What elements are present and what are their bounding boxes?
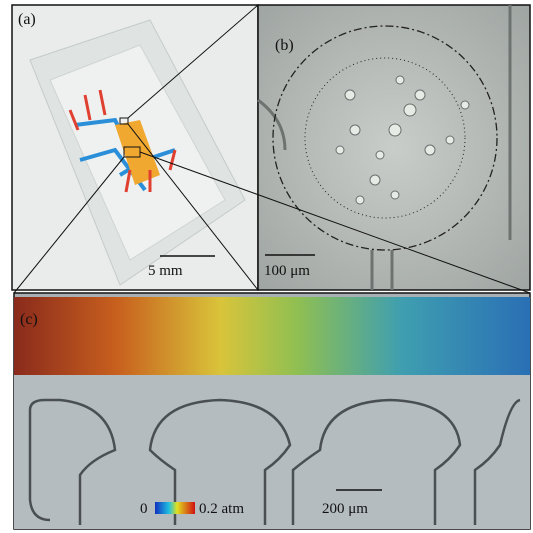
panel-label: (b) xyxy=(275,37,294,54)
panel-c: (c) 0 0.2 atm 200 μm xyxy=(14,293,530,529)
scale-label: 200 μm xyxy=(322,501,368,517)
panel-frame xyxy=(258,5,530,290)
panel-label: (a) xyxy=(18,11,36,28)
colorbar-min: 0 xyxy=(140,501,148,517)
page: {"panels": [ {"label": "(a)", "scale_bar… xyxy=(0,0,533,533)
panel-a: (a) 5 mm xyxy=(12,5,258,290)
figure: (a) 5 mm (b) 100 μm (c) 0 0.2 atm 200 μm xyxy=(0,0,533,533)
scale-label: 5 mm xyxy=(148,263,183,279)
panel-label: (c) xyxy=(20,311,38,328)
scale-label: 100 μm xyxy=(264,263,310,279)
colorbar-max: 0.2 atm xyxy=(199,501,244,517)
pressure-map xyxy=(14,297,530,375)
colorbar xyxy=(155,502,195,514)
panel-b: (b) 100 μm xyxy=(258,5,530,290)
micrograph xyxy=(14,375,530,529)
